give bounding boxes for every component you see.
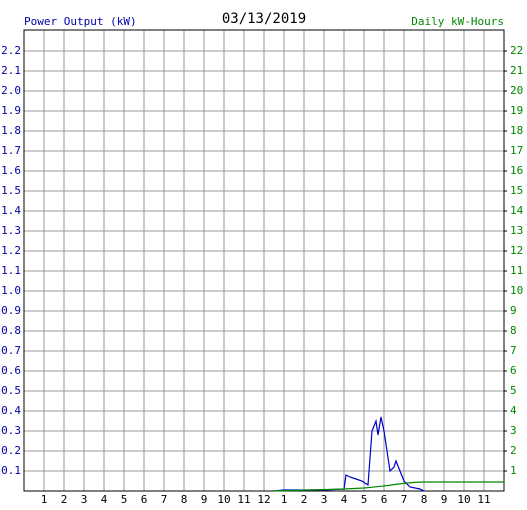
y2-tick-label: 3 — [510, 424, 517, 437]
y2-tick-label: 13 — [510, 224, 523, 237]
y2-tick-label: 15 — [510, 184, 523, 197]
x-tick-label: 6 — [381, 493, 388, 506]
x-tick-label: 10 — [457, 493, 470, 506]
y-tick-label: 1.1 — [1, 264, 21, 277]
y-tick-label: 0.3 — [1, 424, 21, 437]
y2-tick-label: 4 — [510, 404, 517, 417]
x-tick-label: 2 — [61, 493, 68, 506]
y2-tick-label: 2 — [510, 444, 517, 457]
x-tick-label: 6 — [141, 493, 148, 506]
x-tick-label: 10 — [217, 493, 230, 506]
x-tick-label: 5 — [361, 493, 368, 506]
y2-tick-label: 12 — [510, 244, 523, 257]
y-tick-label: 2.1 — [1, 64, 21, 77]
y2-tick-label: 8 — [510, 324, 517, 337]
x-tick-label: 4 — [341, 493, 348, 506]
y-tick-label: 0.8 — [1, 324, 21, 337]
y2-tick-label: 1 — [510, 464, 517, 477]
y-tick-label: 1.4 — [1, 204, 21, 217]
y2-tick-label: 10 — [510, 284, 523, 297]
y-tick-label: 1.7 — [1, 144, 21, 157]
x-tick-label: 7 — [161, 493, 168, 506]
y2-tick-label: 19 — [510, 104, 523, 117]
x-tick-label: 9 — [201, 493, 208, 506]
y2-tick-label: 17 — [510, 144, 523, 157]
y-tick-label: 0.1 — [1, 464, 21, 477]
x-tick-label: 11 — [477, 493, 490, 506]
x-tick-label: 8 — [421, 493, 428, 506]
y2-axis-label: Daily kW-Hours — [411, 15, 504, 28]
x-tick-label: 9 — [441, 493, 448, 506]
y-tick-label: 1.2 — [1, 244, 21, 257]
y-tick-label: 0.6 — [1, 364, 21, 377]
y2-tick-label: 7 — [510, 344, 517, 357]
y-tick-label: 2.2 — [1, 44, 21, 57]
y-tick-label: 1.3 — [1, 224, 21, 237]
x-tick-label: 2 — [301, 493, 308, 506]
y2-tick-label: 18 — [510, 124, 523, 137]
x-tick-label: 8 — [181, 493, 188, 506]
y-tick-label: 0.5 — [1, 384, 21, 397]
y-tick-label: 0.2 — [1, 444, 21, 457]
y-tick-label: 0.9 — [1, 304, 21, 317]
x-tick-label: 5 — [121, 493, 128, 506]
y-tick-label: 0.7 — [1, 344, 21, 357]
y-tick-label: 2.0 — [1, 84, 21, 97]
y2-tick-label: 21 — [510, 64, 523, 77]
x-tick-label: 4 — [101, 493, 108, 506]
chart-title: 03/13/2019 — [222, 11, 306, 27]
y-axis-label: Power Output (kW) — [24, 15, 137, 28]
x-tick-label: 11 — [237, 493, 250, 506]
x-tick-label: 12 — [257, 493, 270, 506]
y2-tick-label: 20 — [510, 84, 523, 97]
y2-tick-label: 11 — [510, 264, 523, 277]
y-tick-label: 1.9 — [1, 104, 21, 117]
y2-tick-label: 9 — [510, 304, 517, 317]
y2-tick-label: 14 — [510, 204, 524, 217]
data-line — [273, 481, 504, 492]
y2-tick-label: 6 — [510, 364, 517, 377]
y-tick-label: 1.8 — [1, 124, 21, 137]
x-tick-label: 3 — [321, 493, 328, 506]
plot-border — [23, 29, 505, 492]
x-tick-label: 3 — [81, 493, 88, 506]
y-tick-label: 1.0 — [1, 284, 21, 297]
y2-tick-label: 22 — [510, 44, 523, 57]
x-tick-label: 7 — [401, 493, 408, 506]
y-tick-label: 1.6 — [1, 164, 21, 177]
y2-tick-label: 16 — [510, 164, 523, 177]
x-tick-label: 1 — [41, 493, 48, 506]
y-tick-label: 0.4 — [1, 404, 21, 417]
y2-tick-label: 5 — [510, 384, 517, 397]
x-tick-label: 1 — [281, 493, 288, 506]
y-tick-label: 1.5 — [1, 184, 21, 197]
